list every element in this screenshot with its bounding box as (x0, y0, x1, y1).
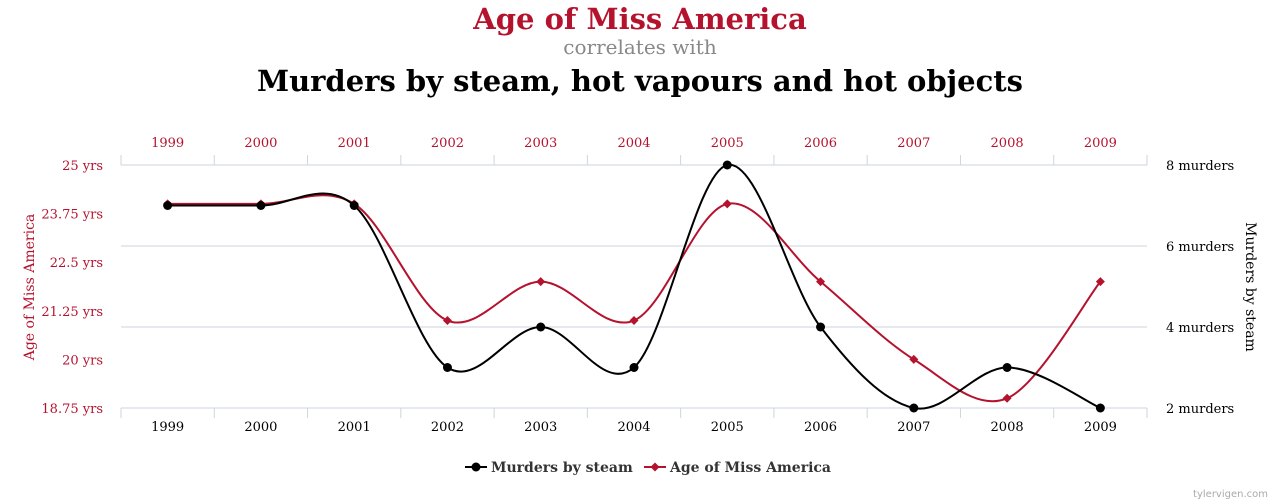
data-point-murders (349, 201, 359, 210)
bottom-axis: 1999 2000 2001 2002 2003 2004 2005 2006 2007 2008… (120, 407, 1148, 435)
bottom-axis-tick-label: 2003 (524, 420, 557, 435)
left-axis-tick-label: 20 yrs (62, 353, 103, 368)
right-axis-title: Murders by steam (1242, 222, 1258, 352)
bottom-axis-tick-label: 2000 (244, 420, 277, 435)
left-axis-tick-label: 22.5 yrs (50, 256, 103, 271)
chart-title-secondary: Murders by steam, hot vapours and hot ob… (257, 64, 1023, 98)
bottom-axis-tick-label: 2006 (804, 420, 837, 435)
bottom-axis-tick-label: 2008 (991, 420, 1024, 435)
bottom-axis-tick-label: 2001 (338, 420, 371, 435)
data-point-miss-america (909, 354, 919, 364)
data-point-murders (1095, 403, 1105, 413)
data-point-miss-america (1002, 393, 1012, 403)
top-axis-tick-label: 2007 (897, 136, 930, 151)
left-axis-tick-label: 18.75 yrs (41, 402, 103, 417)
chart-subtitle: correlates with (563, 35, 717, 59)
top-axis: 1999 2000 2001 2002 2003 2004 2005 2006 2007 2008… (120, 136, 1148, 166)
data-point-murders (536, 322, 546, 332)
top-axis-tick-label: 2005 (711, 136, 744, 151)
data-point-miss-america (442, 316, 452, 326)
left-axis-tick-label: 25 yrs (62, 159, 103, 174)
data-point-miss-america (722, 199, 732, 209)
data-point-murders (722, 160, 732, 170)
right-axis-tick-label: 2 murders (1166, 402, 1234, 417)
top-axis-tick-label: 2008 (991, 136, 1024, 151)
legend-marker-miss-america (650, 462, 660, 472)
legend: Murders by steam Age of Miss America (465, 460, 831, 476)
legend-label-miss-america: Age of Miss America (669, 460, 831, 476)
data-point-miss-america (816, 277, 826, 287)
data-point-miss-america (629, 316, 639, 326)
bottom-axis-tick-label: 2009 (1084, 420, 1117, 435)
top-axis-tick-label: 2004 (617, 136, 650, 151)
legend-marker-murders (471, 462, 481, 472)
data-point-murders (163, 201, 173, 210)
bottom-axis-tick-label: 2007 (897, 420, 930, 435)
series-line-murders (167, 163, 1101, 410)
bottom-axis-tick-label: 1999 (151, 420, 184, 435)
data-point-murders (816, 322, 826, 332)
top-axis-tick-label: 2006 (804, 136, 837, 151)
data-point-murders (909, 403, 919, 413)
data-point-murders (256, 201, 266, 210)
right-axis-tick-label: 6 murders (1166, 240, 1234, 255)
legend-label-murders: Murders by steam (491, 460, 633, 476)
bottom-axis-tick-label: 2002 (431, 420, 464, 435)
data-point-murders (442, 363, 452, 372)
top-axis-tick-label: 2001 (338, 136, 371, 151)
right-axis-tick-label: 4 murders (1166, 321, 1234, 336)
bottom-axis-tick-label: 2004 (617, 420, 650, 435)
bottom-axis-tick-label: 2005 (711, 420, 744, 435)
data-point-miss-america (536, 277, 546, 287)
left-axis-title: Age of Miss America (22, 214, 38, 362)
data-point-murders (1002, 363, 1012, 372)
top-axis-tick-label: 1999 (151, 136, 184, 151)
top-axis-tick-label: 2000 (244, 136, 277, 151)
right-axis: 2 murders 4 murders 6 murders 8 murders (1166, 159, 1234, 417)
right-axis-tick-label: 8 murders (1166, 159, 1234, 174)
data-point-murders (629, 363, 639, 372)
credit-text: tylervigen.com (1193, 489, 1268, 500)
left-axis-tick-label: 21.25 yrs (41, 305, 103, 320)
left-axis: 18.75 yrs 20 yrs 21.25 yrs 22.5 yrs 23.75 yr… (41, 159, 103, 417)
top-axis-tick-label: 2003 (524, 136, 557, 151)
data-point-miss-america (1095, 277, 1105, 287)
top-axis-tick-label: 2009 (1084, 136, 1117, 151)
chart-title: Age of Miss America (472, 2, 807, 36)
left-axis-tick-label: 23.75 yrs (41, 208, 103, 223)
series-layer (163, 160, 1105, 413)
top-axis-tick-label: 2002 (431, 136, 464, 151)
